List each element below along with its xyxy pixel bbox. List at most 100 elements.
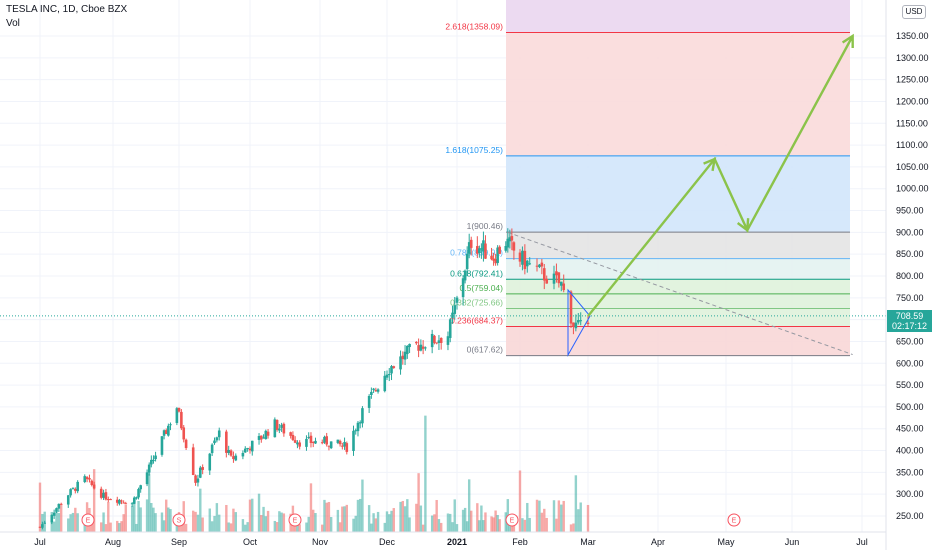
volume-bar <box>246 522 249 532</box>
x-tick-label: Apr <box>651 537 665 547</box>
candle-body <box>401 355 405 360</box>
candle-body <box>476 246 479 254</box>
candle-body <box>383 375 387 392</box>
candle-body <box>323 436 326 443</box>
earnings-marker: E <box>505 513 519 527</box>
candle-body <box>109 499 112 501</box>
volume-bar <box>439 522 443 532</box>
volume-bar <box>327 501 331 532</box>
volume-bar <box>518 470 522 532</box>
volume-bar <box>437 519 441 532</box>
volume-bar <box>480 505 483 532</box>
candle-body <box>248 448 252 451</box>
volume-bar <box>150 503 153 532</box>
volume-bar <box>52 521 56 532</box>
y-tick-label: 550.00 <box>896 380 924 390</box>
x-tick-label: Oct <box>243 537 258 547</box>
fib-label-1.618: 1.618(1075.25) <box>445 145 503 155</box>
volume-bar <box>180 524 183 532</box>
candle-body <box>227 449 230 454</box>
volume-bar <box>55 510 58 532</box>
candle-body <box>137 489 140 498</box>
candle-body <box>535 265 539 267</box>
price-axis: 250.00 300.00 350.00 400.00 450.00 500.00 550.… <box>885 0 929 550</box>
candle-body <box>586 322 590 325</box>
volume-bar <box>449 513 452 532</box>
candle-body <box>453 305 457 314</box>
fib-label-0.382: 0.382(725.66) <box>450 297 503 307</box>
volume-bar <box>213 515 216 532</box>
volume-bar <box>370 523 373 532</box>
candle-body <box>552 273 556 284</box>
volume-bar <box>528 517 531 532</box>
candle-body <box>390 366 393 374</box>
volume-bar <box>521 518 524 532</box>
volume-bar <box>312 509 315 532</box>
candle-body <box>421 346 425 349</box>
marker-circle <box>81 513 95 527</box>
x-tick-label: Dec <box>379 537 396 547</box>
candle-body <box>41 524 44 528</box>
volume-bar <box>478 520 481 532</box>
candle-body <box>492 258 495 261</box>
volume-bar <box>341 506 344 532</box>
volume-bar <box>415 503 418 532</box>
candle-body <box>88 478 91 480</box>
candle-body <box>259 435 263 440</box>
volume-bar <box>451 522 454 532</box>
volume-bar <box>329 517 333 532</box>
volume-bar <box>383 522 386 532</box>
volume-bar <box>325 502 328 532</box>
candle-body <box>463 270 467 281</box>
volume-bar <box>385 511 389 532</box>
candle-body <box>408 343 411 348</box>
volume-bar <box>69 514 72 532</box>
volume-bar <box>492 517 495 532</box>
fib-zone-1.618 <box>506 32 850 156</box>
volume-bar <box>71 512 75 532</box>
x-tick-label: Feb <box>512 537 528 547</box>
marker-circle <box>172 513 186 527</box>
volume-bar <box>314 513 317 532</box>
y-tick-label: 1350.00 <box>896 31 929 41</box>
candle-body <box>490 255 493 260</box>
candle-body <box>264 430 268 440</box>
candle-body <box>406 345 409 355</box>
volume-bar <box>260 515 263 532</box>
projection-arrowhead <box>736 218 750 233</box>
time-axis: Jul Aug Sep Oct Nov Dec 2021 Feb Mar Apr May Jun Jul <box>0 531 886 547</box>
volume-bar <box>461 509 465 532</box>
candle-body <box>370 391 373 396</box>
y-tick-label: 950.00 <box>896 206 924 216</box>
candle-body <box>309 435 313 443</box>
candle-body <box>83 476 87 483</box>
volume-bar <box>508 523 512 532</box>
candle-body <box>291 434 295 440</box>
volume-bar <box>401 500 405 532</box>
volume-bar <box>555 518 558 532</box>
fib-label-0.618: 0.618(792.41) <box>450 268 503 278</box>
candle-body <box>150 459 153 465</box>
candle-body <box>241 452 245 457</box>
currency-button[interactable]: USD <box>902 5 926 19</box>
volume-bar <box>321 524 324 532</box>
candle-body <box>59 503 63 505</box>
candle-body <box>69 489 72 496</box>
candle-body <box>305 438 308 447</box>
candle-body <box>243 448 247 453</box>
volume-bar <box>569 524 573 532</box>
volume-bar <box>430 515 434 532</box>
candle-body <box>55 508 58 512</box>
candle-body <box>177 407 181 412</box>
candle-body <box>484 243 487 259</box>
candle-body <box>467 242 471 254</box>
candle-body <box>576 320 580 323</box>
candle-body <box>139 485 142 490</box>
candle-body <box>508 237 512 242</box>
x-tick-label: May <box>717 537 735 547</box>
candle-body <box>557 272 561 284</box>
volume-bar <box>275 522 279 532</box>
y-tick-label: 900.00 <box>896 227 924 237</box>
volume-bar <box>435 499 438 532</box>
